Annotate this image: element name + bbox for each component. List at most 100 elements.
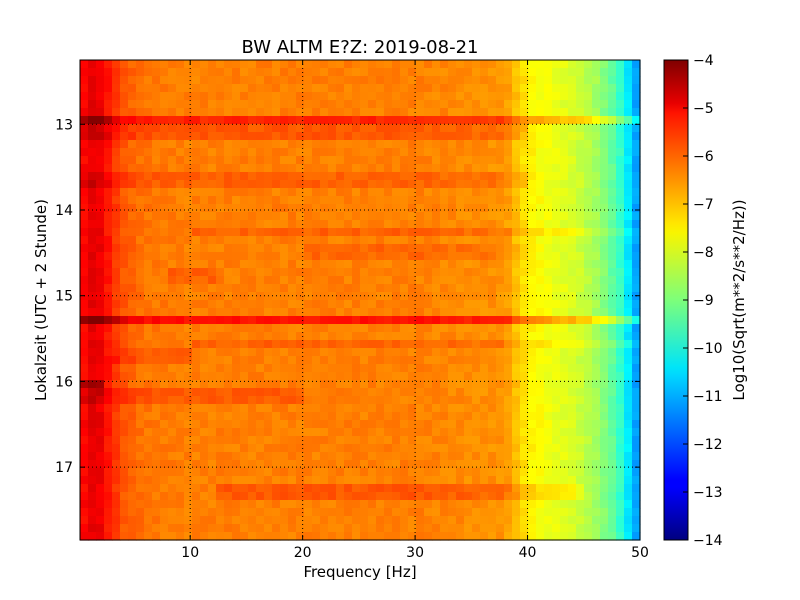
heatmap-cell — [576, 156, 585, 165]
heatmap-cell — [584, 420, 593, 429]
heatmap-cell — [544, 132, 553, 141]
heatmap-cell — [208, 164, 217, 173]
heatmap-cell — [568, 308, 577, 317]
heatmap-cell — [200, 492, 209, 501]
heatmap-cell — [560, 364, 569, 373]
heatmap-cell — [80, 132, 89, 141]
heatmap-cell — [472, 260, 481, 269]
heatmap-cell — [560, 108, 569, 117]
heatmap-cell — [456, 60, 465, 69]
heatmap-cell — [152, 332, 161, 341]
heatmap-cell — [600, 412, 609, 421]
heatmap-cell — [304, 180, 313, 189]
heatmap-cell — [368, 180, 377, 189]
heatmap-cell — [232, 116, 241, 125]
heatmap-cell — [184, 380, 193, 389]
heatmap-cell — [144, 228, 153, 237]
heatmap-cell — [600, 156, 609, 165]
heatmap-cell — [112, 436, 121, 445]
heatmap-cell — [416, 492, 425, 501]
heatmap-cell — [432, 172, 441, 181]
heatmap-cell — [120, 324, 129, 333]
colorbar-tick-label: −9 — [693, 293, 714, 309]
heatmap-cell — [248, 300, 257, 309]
heatmap-cell — [464, 156, 473, 165]
heatmap-cell — [448, 164, 457, 173]
heatmap-cell — [200, 372, 209, 381]
heatmap-cell — [216, 364, 225, 373]
heatmap-cell — [112, 508, 121, 517]
heatmap-cell — [592, 492, 601, 501]
heatmap-cell — [352, 284, 361, 293]
heatmap-cell — [192, 188, 201, 197]
heatmap-cell — [592, 236, 601, 245]
heatmap-cell — [456, 348, 465, 357]
heatmap-cell — [504, 68, 513, 77]
heatmap-cell — [248, 348, 257, 357]
heatmap-cell — [584, 132, 593, 141]
heatmap-cell — [288, 476, 297, 485]
heatmap-cell — [160, 132, 169, 141]
heatmap-cell — [528, 100, 537, 109]
heatmap-cell — [496, 324, 505, 333]
heatmap-cell — [592, 500, 601, 509]
heatmap-cell — [80, 404, 89, 413]
heatmap-cell — [312, 260, 321, 269]
heatmap-cell — [232, 492, 241, 501]
heatmap-cell — [520, 444, 529, 453]
heatmap-cell — [240, 364, 249, 373]
heatmap-cell — [552, 532, 561, 541]
heatmap-cell — [584, 388, 593, 397]
heatmap-cell — [168, 92, 177, 101]
heatmap-cell — [616, 452, 625, 461]
heatmap-cell — [464, 500, 473, 509]
heatmap-cell — [440, 180, 449, 189]
heatmap-cell — [160, 108, 169, 117]
heatmap-cell — [608, 332, 617, 341]
heatmap-cell — [576, 124, 585, 133]
heatmap-cell — [496, 444, 505, 453]
heatmap-cell — [384, 140, 393, 149]
heatmap-cell — [288, 460, 297, 469]
heatmap-cell — [144, 348, 153, 357]
heatmap-cell — [496, 484, 505, 493]
heatmap-cell — [80, 308, 89, 317]
heatmap-cell — [536, 388, 545, 397]
heatmap-cell — [240, 68, 249, 77]
heatmap-cell — [168, 364, 177, 373]
heatmap-cell — [560, 116, 569, 125]
heatmap-cell — [280, 460, 289, 469]
heatmap-cell — [504, 132, 513, 141]
heatmap-cell — [336, 204, 345, 213]
heatmap-cell — [88, 388, 97, 397]
heatmap-cell — [384, 396, 393, 405]
heatmap-cell — [312, 204, 321, 213]
heatmap-cell — [544, 92, 553, 101]
heatmap-cell — [320, 292, 329, 301]
heatmap-cell — [336, 532, 345, 541]
heatmap-cell — [224, 92, 233, 101]
heatmap-cell — [232, 300, 241, 309]
heatmap-cell — [344, 180, 353, 189]
heatmap-cell — [96, 340, 105, 349]
heatmap-cell — [320, 444, 329, 453]
heatmap-cell — [232, 380, 241, 389]
heatmap-cell — [560, 228, 569, 237]
heatmap-cell — [440, 340, 449, 349]
heatmap-cell — [488, 76, 497, 85]
heatmap-cell — [392, 292, 401, 301]
heatmap-cell — [488, 236, 497, 245]
heatmap-cell — [328, 244, 337, 253]
heatmap-cell — [544, 532, 553, 541]
heatmap-cell — [488, 292, 497, 301]
heatmap-cell — [424, 60, 433, 69]
heatmap-cell — [280, 92, 289, 101]
heatmap-cell — [584, 316, 593, 325]
heatmap-cell — [224, 524, 233, 533]
heatmap-cell — [352, 76, 361, 85]
heatmap-cell — [264, 260, 273, 269]
heatmap-cell — [208, 532, 217, 541]
heatmap-cell — [224, 412, 233, 421]
heatmap-cell — [264, 324, 273, 333]
heatmap-cell — [408, 452, 417, 461]
